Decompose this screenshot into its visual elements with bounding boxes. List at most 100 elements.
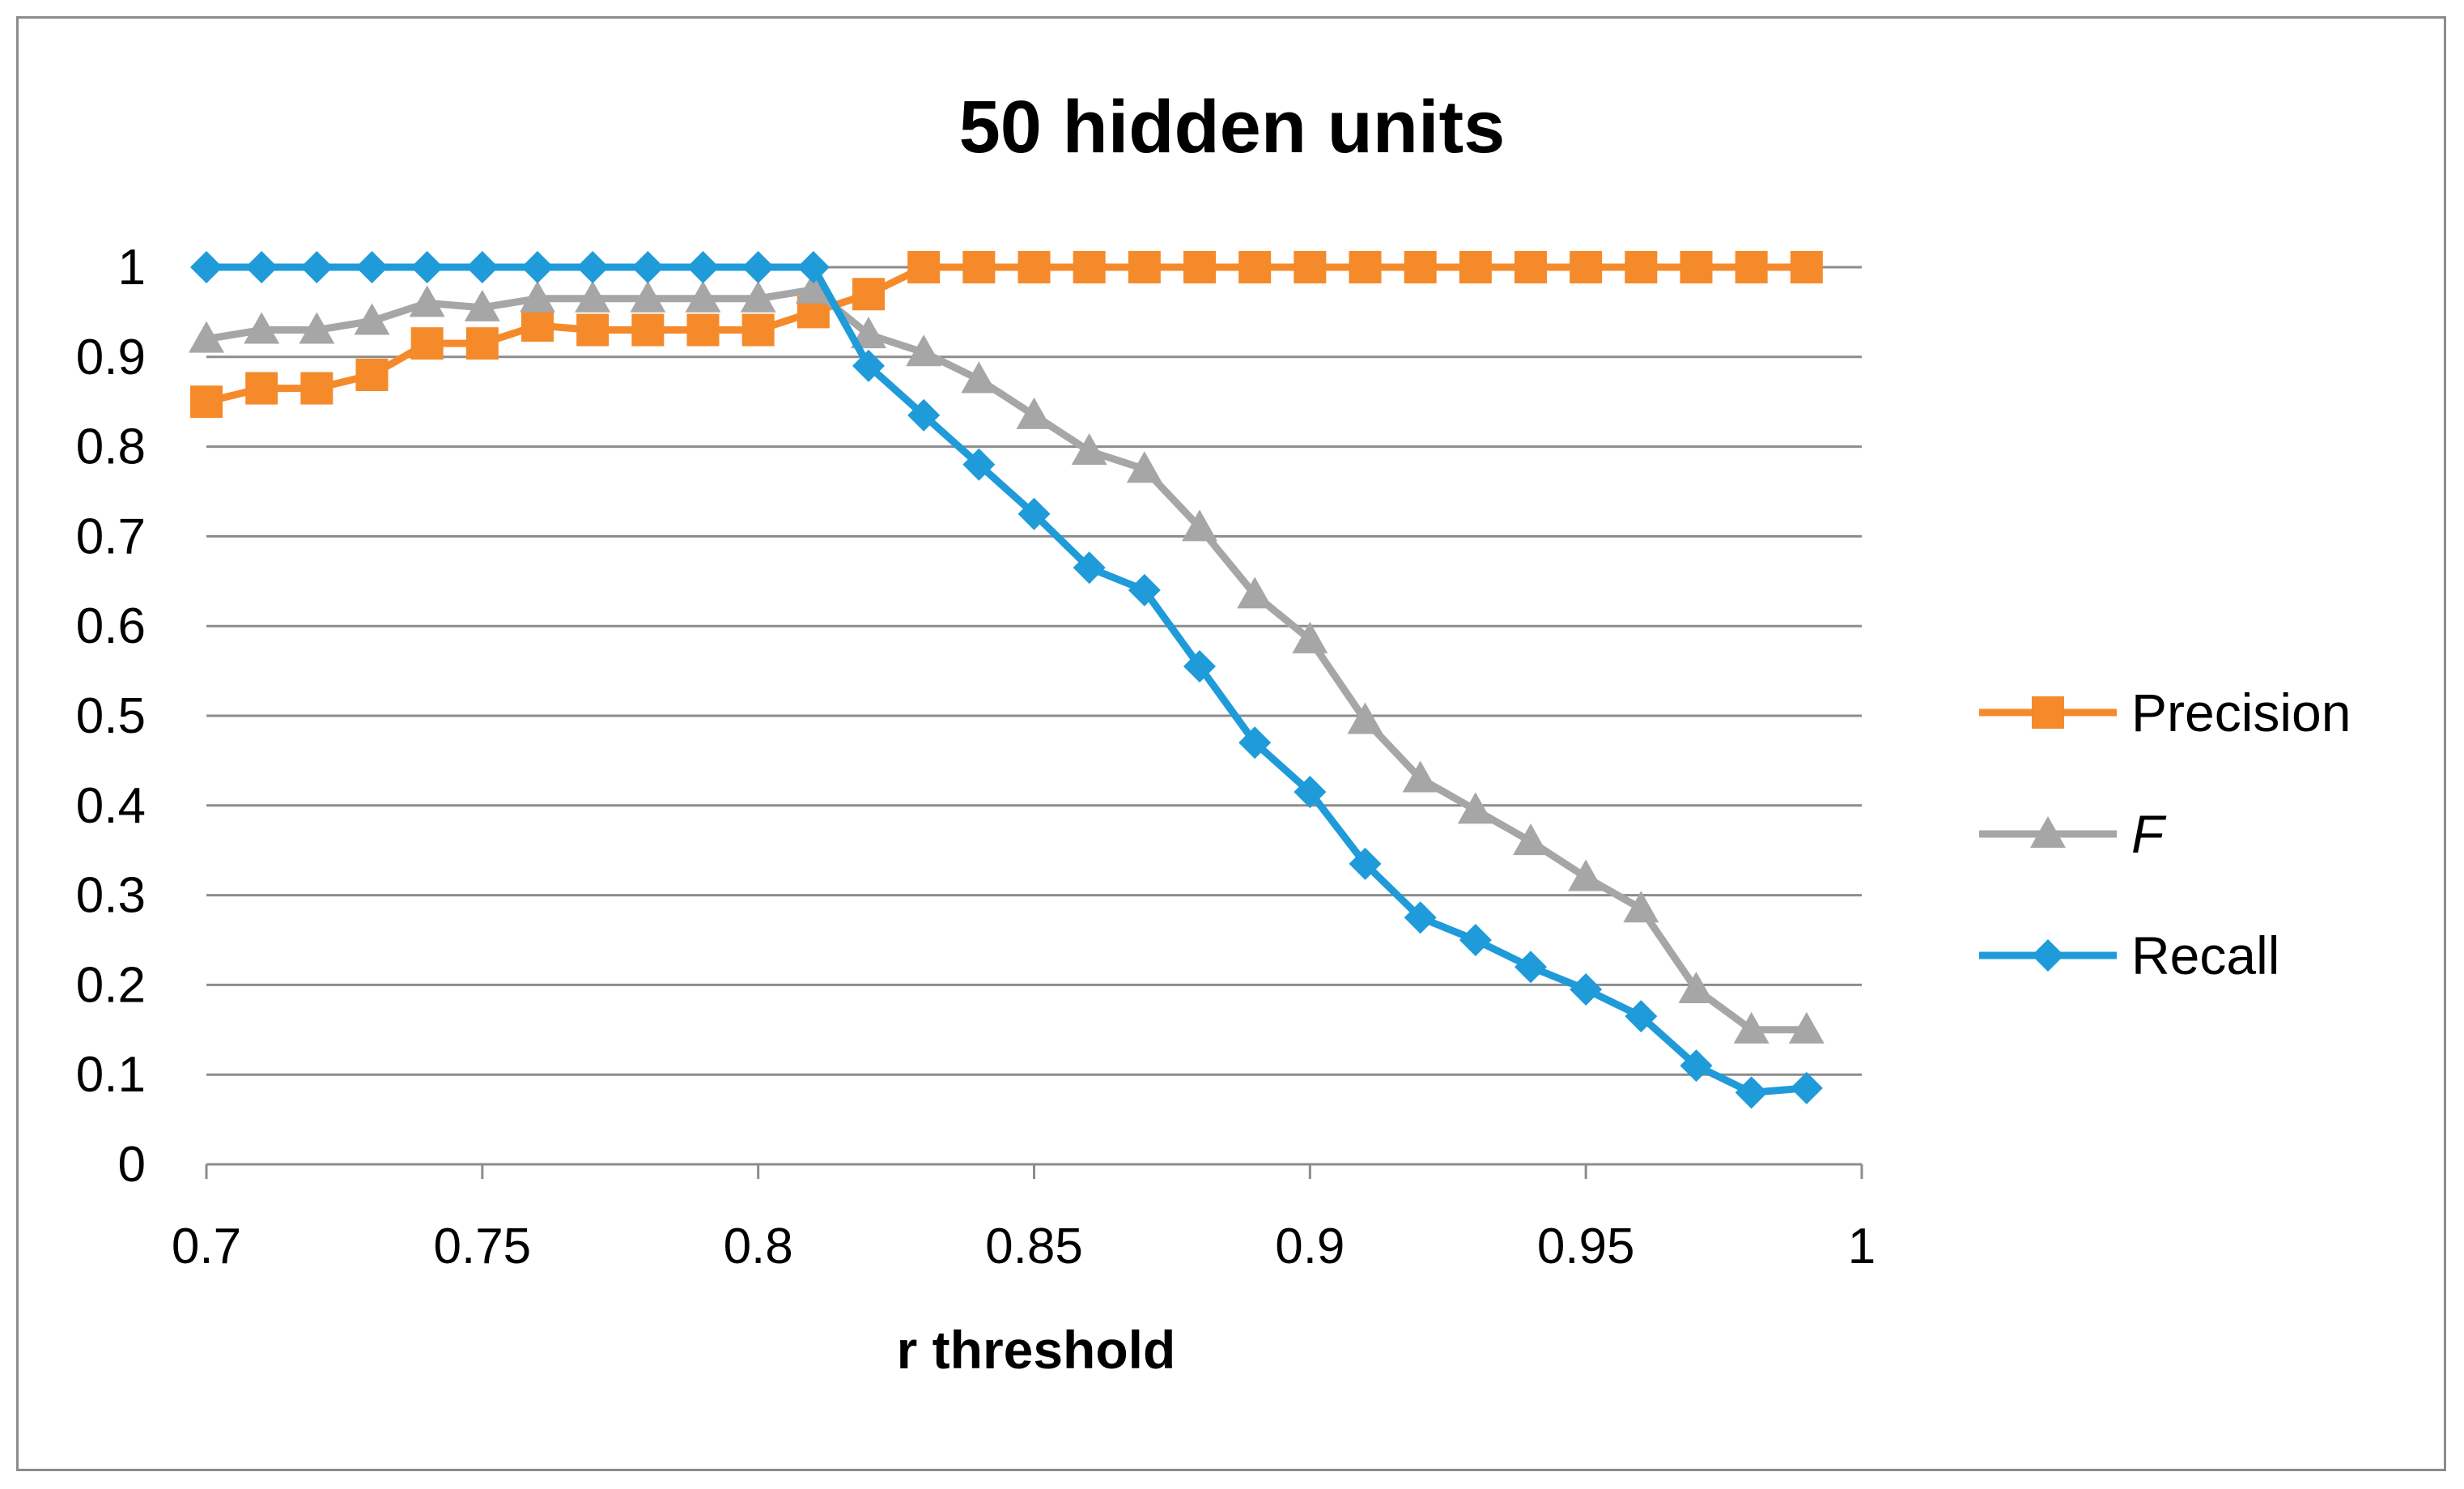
x-tick-label: 0.8 [724, 1219, 793, 1274]
data-point-precision [1570, 251, 1603, 283]
data-point-recall [1459, 924, 1492, 956]
data-point-precision [1073, 251, 1106, 283]
data-point-f [1733, 1011, 1769, 1044]
data-point-recall [1790, 1071, 1823, 1104]
data-point-precision [1238, 251, 1272, 283]
series-line-precision [202, 263, 1811, 406]
x-tick-label: 0.75 [433, 1219, 531, 1274]
y-tick-label: 0.2 [76, 957, 146, 1013]
data-point-f [685, 280, 721, 313]
series-group [189, 251, 1825, 1109]
data-point-precision [521, 309, 554, 342]
data-point-f [354, 303, 390, 335]
data-point-precision [1515, 251, 1547, 283]
data-point-recall [245, 251, 278, 283]
series-line-f [202, 286, 1811, 1034]
data-point-recall [1073, 551, 1106, 585]
chart-title: 50 hidden units [959, 86, 1506, 168]
data-point-recall [1349, 847, 1382, 880]
data-point-recall [852, 349, 885, 382]
data-point-f [1182, 509, 1217, 542]
data-point-f [1347, 702, 1383, 734]
data-point-f [906, 334, 942, 367]
data-point-precision [465, 327, 499, 360]
data-point-f [409, 285, 445, 317]
data-point-precision [1459, 251, 1492, 283]
y-tick-label: 0.1 [76, 1047, 146, 1103]
y-tick-label: 0.5 [76, 688, 146, 744]
data-point-recall [1238, 726, 1272, 759]
data-point-precision [576, 313, 610, 347]
series-recall [190, 251, 1823, 1109]
data-point-recall [355, 251, 389, 283]
data-point-precision [631, 313, 665, 347]
data-point-f [299, 312, 335, 344]
data-point-precision [1790, 251, 1823, 283]
data-point-f [1678, 971, 1714, 1003]
data-point-f [961, 361, 997, 394]
data-point-precision [245, 372, 278, 405]
data-point-f [1402, 760, 1438, 793]
legend-item-precision: Precision [1979, 683, 2351, 742]
y-tick-label: 0.3 [76, 868, 146, 924]
data-point-f [1292, 621, 1328, 653]
y-tick-label: 0.7 [76, 508, 146, 564]
data-point-recall [962, 448, 996, 481]
series-line-recall [202, 263, 1811, 1096]
data-point-recall [576, 251, 610, 283]
data-point-recall [797, 251, 830, 283]
series-f [189, 271, 1825, 1044]
data-point-f [1513, 823, 1548, 856]
legend-swatch-marker [2032, 939, 2064, 972]
data-point-precision [1183, 251, 1216, 283]
y-tick-label: 0.8 [76, 419, 146, 475]
data-point-precision [1404, 251, 1437, 283]
data-point-f [464, 289, 500, 321]
data-point-recall [465, 251, 499, 283]
data-point-recall [190, 251, 223, 283]
data-point-precision [1625, 251, 1658, 283]
data-point-f [795, 271, 831, 304]
data-point-recall [1183, 650, 1216, 683]
data-point-recall [410, 251, 444, 283]
y-tick-label: 0.9 [76, 330, 146, 385]
legend-label: F [2131, 804, 2167, 864]
data-point-precision [300, 372, 333, 405]
data-point-precision [852, 278, 885, 311]
data-point-recall [1680, 1049, 1713, 1083]
y-tick-label: 0.4 [76, 778, 146, 834]
data-point-f [1623, 891, 1659, 923]
data-point-precision [741, 313, 775, 347]
data-point-recall [1515, 951, 1547, 984]
x-tick-label: 0.85 [985, 1219, 1083, 1274]
data-point-f [630, 280, 666, 313]
x-tick-label: 0.9 [1275, 1219, 1345, 1274]
data-point-recall [1404, 901, 1437, 934]
data-point-precision [410, 327, 444, 360]
data-point-f [575, 280, 611, 313]
data-point-recall [1294, 776, 1327, 809]
data-point-recall [686, 251, 720, 283]
y-tick-label: 0.6 [76, 598, 146, 654]
data-point-precision [907, 251, 941, 283]
series-precision [190, 251, 1823, 419]
data-point-f [1071, 433, 1107, 466]
data-point-precision [1349, 251, 1382, 283]
gridlines [206, 266, 1862, 1076]
data-point-f [740, 280, 776, 313]
data-point-precision [1128, 251, 1161, 283]
data-point-recall [631, 251, 665, 283]
data-point-precision [1680, 251, 1713, 283]
data-point-recall [1128, 573, 1161, 606]
legend-swatch-marker [2030, 816, 2066, 848]
legend-label: Recall [2131, 925, 2279, 985]
data-point-f [244, 312, 280, 344]
data-point-f [1788, 1011, 1825, 1044]
legend-item-recall: Recall [1979, 925, 2279, 985]
data-point-precision [1294, 251, 1327, 283]
data-point-precision [962, 251, 996, 283]
data-point-recall [300, 251, 333, 283]
legend-swatch-marker [2032, 696, 2064, 729]
x-tick-label: 0.7 [172, 1219, 241, 1274]
data-point-precision [686, 313, 720, 347]
